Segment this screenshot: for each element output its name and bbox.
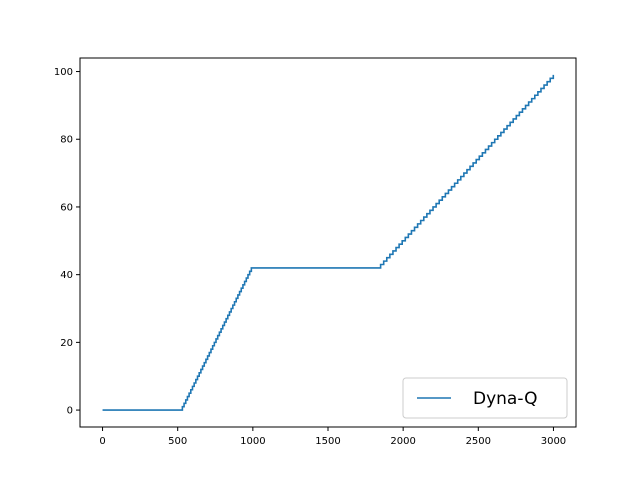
axes-background [80, 58, 576, 427]
series-line-0 [102, 74, 555, 411]
legend-box [402, 377, 568, 419]
axes-frame [79, 57, 577, 428]
x-axis-ticks: 0 500 1000 1500 2000 2500 3000 [99, 427, 566, 447]
x-tick-label: 1000 [240, 436, 265, 447]
y-tick-label: 80 [60, 135, 73, 146]
y-tick-label: 20 [60, 338, 73, 349]
x-tick-label: 500 [168, 436, 187, 447]
y-tick-label: 100 [54, 67, 73, 78]
x-tick-label: 2000 [390, 436, 415, 447]
y-tick-label: 0 [67, 406, 73, 417]
x-tick-label: 2500 [466, 436, 491, 447]
y-axis-ticks: 0 20 40 60 80 100 [54, 67, 80, 417]
series-layer [102, 74, 555, 411]
y-tick-label: 40 [60, 270, 73, 281]
y-tick-label: 60 [60, 202, 73, 213]
legend: Dyna-Q [402, 377, 568, 419]
legend-label: Dyna-Q [473, 389, 537, 409]
x-tick-label: 1500 [315, 436, 340, 447]
x-tick-label: 0 [99, 436, 105, 447]
x-tick-label: 3000 [541, 436, 566, 447]
plot-area [80, 58, 576, 427]
